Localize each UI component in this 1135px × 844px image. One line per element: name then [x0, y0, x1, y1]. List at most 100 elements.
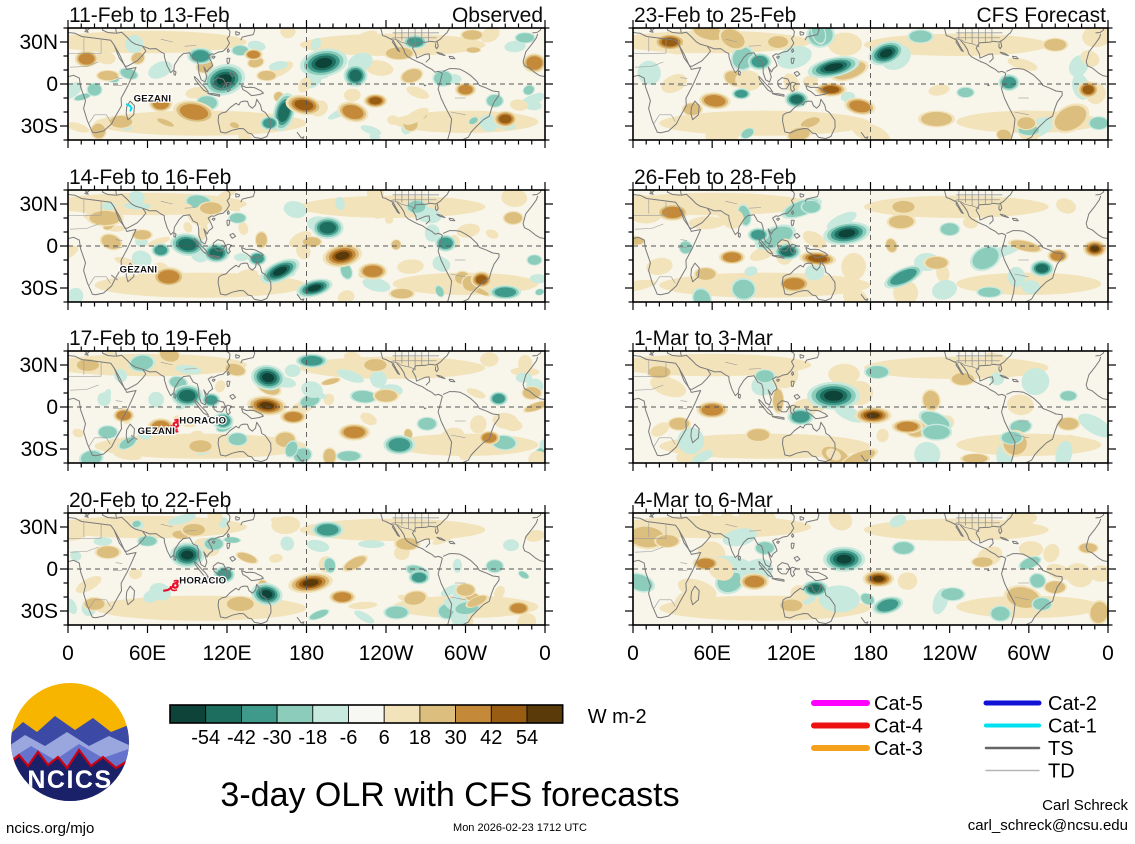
map-panel-1-mar-to-3-mar	[625, 343, 1116, 471]
us-state-borders	[954, 190, 1003, 210]
author-email: carl_schreck@ncsu.edu	[967, 817, 1128, 834]
lon-axis-label: 60E	[693, 642, 730, 665]
colorbar-tick-label: -30	[263, 727, 292, 749]
legend-item-cat-5: Cat-5	[811, 693, 923, 715]
country-borders	[633, 37, 1029, 124]
map-panel-26-feb-to-28-feb	[625, 182, 1116, 310]
storm-track-gezani: GEZANI	[126, 92, 172, 112]
site-url: ncics.org/mjo	[6, 820, 95, 837]
colorbar-tick-label: 30	[444, 727, 466, 749]
country-borders	[633, 522, 1029, 609]
colorbar-tick-label: 6	[379, 727, 390, 749]
map-panel-20-feb-to-22-feb: HORACIO	[60, 505, 553, 633]
country-borders	[68, 37, 466, 124]
lat-axis-label: 30S	[21, 115, 58, 138]
us-state-borders	[390, 513, 439, 533]
storm-label: GEZANI	[138, 426, 176, 437]
ncics-logo: NCICS	[11, 683, 129, 801]
cyclone-symbol	[170, 418, 182, 431]
lon-axis-label: 180	[853, 642, 888, 665]
olr-anomaly-field	[633, 352, 1108, 463]
storm-label: GEZANI	[134, 94, 172, 105]
lat-axis-label: 0	[46, 396, 58, 419]
country-borders	[68, 199, 466, 286]
axis-ticks	[60, 182, 553, 310]
country-borders	[633, 360, 1029, 447]
storm-label: HORACIO	[179, 416, 226, 427]
axis-ticks	[60, 505, 553, 633]
lon-axis-label: 120E	[202, 642, 251, 665]
lon-axis-label: 0	[539, 642, 551, 665]
olr-anomaly-field	[68, 28, 545, 140]
legend-label: TD	[1048, 761, 1075, 783]
legend-label: TS	[1048, 738, 1074, 760]
legend-item-cat-3: Cat-3	[811, 738, 923, 760]
coastlines	[633, 351, 1108, 463]
colorbar-tick-label: 42	[480, 727, 502, 749]
lon-axis-label: 60E	[129, 642, 166, 665]
country-borders	[68, 522, 466, 609]
legend-label: Cat-1	[1048, 716, 1097, 738]
lon-axis-label: 120W	[922, 642, 977, 665]
colorbar-tick-label: -42	[227, 727, 256, 749]
axis-ticks	[60, 20, 553, 148]
map-panel-14-feb-to-16-feb: GEZANI	[60, 182, 553, 310]
colorbar-tick-label: 54	[516, 727, 538, 749]
colorbar-segments	[169, 704, 564, 724]
figure-title: 3-day OLR with CFS forecasts	[220, 776, 680, 814]
ncics-logo-text: NCICS	[27, 766, 112, 794]
storm-label: GEZANI	[120, 265, 158, 276]
axis-ticks	[625, 505, 1116, 633]
map-panels-canvas: GEZANI30N030SGEZANI30N030SHORACIOGEZANI3…	[19, 20, 1116, 665]
country-borders	[68, 360, 466, 447]
storm-track-gezani: GEZANI	[111, 263, 158, 281]
lat-axis-label: 30S	[21, 600, 58, 623]
panel-title: 11-Feb to 13-Feb	[69, 4, 230, 27]
us-state-borders	[390, 28, 439, 48]
panel-title: 14-Feb to 16-Feb	[69, 166, 232, 189]
panel-title: 26-Feb to 28-Feb	[634, 166, 797, 189]
lat-axis-label: 30S	[21, 438, 58, 461]
ncics-logo-art: NCICS	[11, 683, 129, 801]
legend-item-cat-4: Cat-4	[811, 716, 923, 738]
country-borders	[633, 199, 1029, 286]
lat-axis-label: 30N	[19, 354, 58, 377]
coastlines	[633, 513, 1108, 625]
legend-label: Cat-4	[874, 716, 923, 738]
lon-axis-label: 120W	[359, 642, 414, 665]
coastlines	[633, 28, 1108, 140]
axis-ticks	[625, 182, 1116, 310]
lat-axis-label: 0	[46, 73, 58, 96]
panel-title: 17-Feb to 19-Feb	[69, 327, 232, 350]
legend-item-ts: TS	[984, 738, 1074, 760]
colorbar-tick-label: -6	[340, 727, 358, 749]
legend-item-td: TD	[985, 761, 1075, 783]
lat-axis-label: 0	[46, 558, 58, 581]
map-panel-4-mar-to-6-mar	[625, 505, 1116, 633]
panel-title: 20-Feb to 22-Feb	[69, 489, 232, 512]
storm-label: HORACIO	[179, 575, 226, 586]
colorbar-tick-label: 18	[409, 727, 431, 749]
lon-axis-label: 0	[627, 642, 639, 665]
cyclone-symbol	[169, 579, 181, 592]
coastlines	[68, 513, 545, 625]
legend-label: Cat-5	[874, 693, 923, 715]
olr-anomaly-field	[68, 513, 545, 625]
storm-track-horacio: HORACIO	[163, 574, 227, 592]
lat-axis-label: 0	[46, 235, 58, 258]
panel-title: 1-Mar to 3-Mar	[634, 327, 773, 350]
creation-timestamp: Mon 2026-02-23 1712 UTC	[453, 822, 587, 834]
coastlines	[68, 351, 545, 463]
map-panel-11-feb-to-13-feb: GEZANI	[60, 20, 553, 148]
colorbar-units-label: W m-2	[588, 706, 647, 728]
panel-title: 4-Mar to 6-Mar	[634, 489, 773, 512]
lat-axis-label: 30S	[21, 277, 58, 300]
colorbar-tick-label: -18	[298, 727, 327, 749]
us-state-borders	[954, 28, 1003, 48]
lat-axis-label: 30N	[19, 516, 58, 539]
legend-label: Cat-2	[1048, 693, 1097, 715]
lon-axis-label: 0	[1102, 642, 1114, 665]
